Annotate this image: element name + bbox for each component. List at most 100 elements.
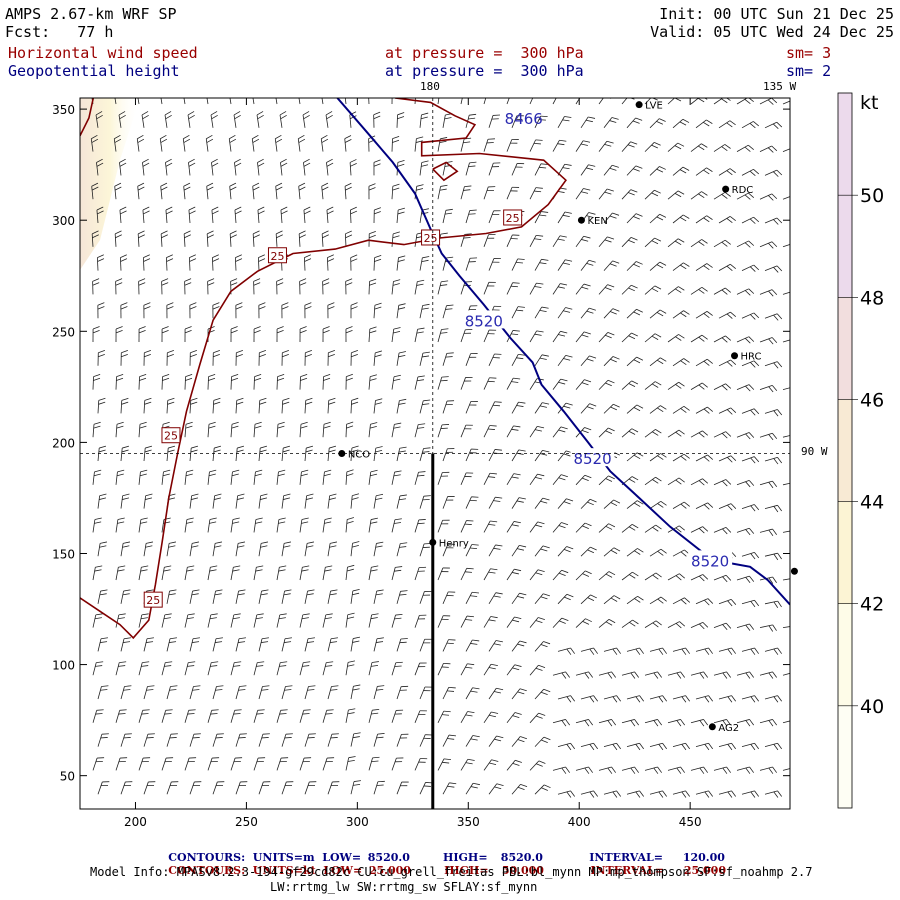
barb-staff (419, 686, 426, 700)
barb-flag (236, 353, 243, 358)
barb-staff (529, 569, 539, 581)
barb-flag (570, 742, 576, 750)
barb-flag (229, 134, 236, 140)
barb-staff (437, 615, 444, 628)
barb-flag (487, 428, 495, 430)
y-tick-label: 50 (60, 770, 75, 784)
wind-barb (281, 781, 294, 795)
barb-flag (305, 350, 313, 354)
wind-barb (419, 734, 433, 747)
barb-flag (635, 165, 643, 169)
barb-staff (115, 471, 118, 485)
barb-flag (472, 735, 480, 738)
barb-staff (304, 638, 309, 652)
barb-flag (330, 637, 338, 640)
barb-staff (92, 376, 94, 390)
barb-staff (414, 376, 419, 390)
barb-flag (772, 123, 779, 129)
barb-flag (724, 191, 731, 197)
barb-flag (400, 590, 408, 592)
barb-flag (725, 383, 732, 389)
barb-flag (565, 766, 571, 773)
barb-flag (214, 545, 222, 548)
barb-staff (488, 353, 495, 366)
barb-staff (718, 407, 731, 414)
wind-barb (534, 784, 551, 795)
wind-barb (184, 517, 194, 533)
barb-flag (750, 409, 756, 416)
barb-staff (419, 353, 424, 366)
wind-barb (667, 238, 685, 248)
wind-barb (120, 493, 130, 509)
barb-flag (616, 695, 622, 702)
barb-staff (120, 543, 124, 557)
barb-flag (137, 186, 145, 191)
wind-barb (207, 565, 218, 581)
barb-flag (374, 402, 382, 405)
barb-flag (161, 282, 169, 286)
barb-flag (350, 206, 357, 211)
barb-flag (593, 695, 599, 702)
barb-flag (423, 399, 431, 402)
barb-staff (298, 233, 301, 247)
barb-flag (303, 206, 311, 211)
wind-barb (92, 757, 105, 771)
barb-staff (782, 100, 790, 105)
barb-flag (657, 719, 663, 726)
barb-staff (120, 448, 123, 462)
barb-flag (441, 714, 450, 716)
barb-flag (706, 167, 713, 172)
wind-barb (713, 719, 732, 727)
barb-flag (704, 648, 710, 655)
barb-flag (183, 138, 191, 143)
barb-flag (683, 453, 690, 459)
barb-staff (419, 496, 425, 509)
wind-barb (138, 565, 149, 581)
barb-flag (535, 715, 543, 719)
barb-flag (254, 377, 262, 381)
barb-flag (421, 164, 429, 167)
barb-flag (137, 182, 145, 187)
barb-flag (94, 521, 102, 524)
barb-flag (117, 469, 125, 473)
wind-barb (534, 688, 551, 700)
barb-flag (233, 565, 241, 568)
barb-staff (695, 311, 708, 319)
field2-name: Geopotential height (8, 62, 180, 80)
barb-staff (603, 403, 614, 414)
footer-w-interval-label: INTERVAL= (590, 864, 665, 877)
barb-flag (231, 421, 239, 425)
barb-flag (281, 210, 288, 215)
barb-staff (91, 233, 94, 247)
barb-staff (736, 671, 750, 676)
barb-flag (792, 292, 796, 297)
barb-flag (703, 456, 710, 462)
barb-staff (368, 662, 373, 676)
barb-flag (749, 266, 756, 272)
wind-barb (483, 472, 497, 485)
barb-flag (346, 425, 354, 429)
barb-staff (483, 425, 491, 438)
barb-flag (233, 713, 241, 715)
wind-barb (506, 234, 520, 247)
barb-flag (512, 282, 520, 284)
barb-flag (215, 541, 223, 544)
barb-staff (321, 98, 324, 105)
wind-barb (419, 638, 432, 652)
barb-flag (630, 672, 636, 679)
barb-flag (145, 445, 153, 449)
barb-flag (393, 279, 401, 282)
barb-flag (538, 119, 546, 121)
barb-flag (300, 421, 308, 425)
barb-flag (654, 333, 662, 338)
barb-staff (253, 424, 256, 438)
barb-flag (511, 333, 519, 335)
barb-staff (419, 591, 425, 604)
wind-barb (252, 230, 260, 247)
barb-flag (674, 193, 682, 198)
barb-flag (261, 589, 269, 592)
wind-barb (644, 142, 661, 152)
barb-flag (776, 217, 783, 224)
barb-flag (370, 521, 378, 524)
wind-barb (442, 496, 455, 509)
